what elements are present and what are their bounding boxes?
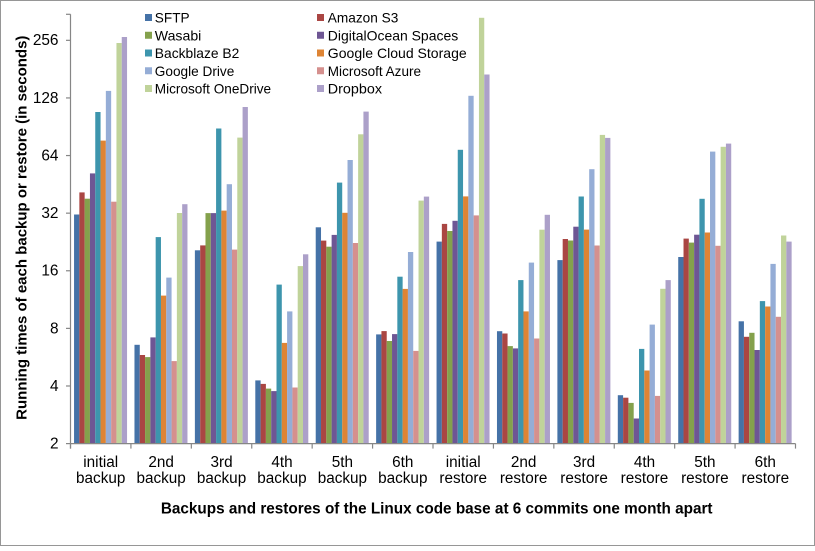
svg-text:backup: backup bbox=[197, 470, 246, 487]
svg-text:128: 128 bbox=[33, 90, 59, 107]
svg-text:Microsoft Azure: Microsoft Azure bbox=[328, 63, 421, 79]
svg-text:Dropbox: Dropbox bbox=[328, 81, 382, 97]
svg-text:6th: 6th bbox=[755, 454, 776, 471]
svg-text:2: 2 bbox=[50, 436, 59, 453]
svg-text:4th: 4th bbox=[271, 454, 292, 471]
svg-text:5th: 5th bbox=[332, 454, 353, 471]
svg-text:backup: backup bbox=[378, 470, 427, 487]
svg-text:64: 64 bbox=[41, 147, 59, 164]
svg-text:backup: backup bbox=[257, 470, 306, 487]
svg-text:restore: restore bbox=[681, 470, 729, 487]
svg-text:4th: 4th bbox=[634, 454, 655, 471]
svg-text:backup: backup bbox=[318, 470, 367, 487]
svg-text:3rd: 3rd bbox=[573, 454, 595, 471]
svg-text:restore: restore bbox=[500, 470, 548, 487]
svg-text:backup: backup bbox=[76, 470, 125, 487]
svg-text:SFTP: SFTP bbox=[155, 10, 190, 26]
svg-text:3rd: 3rd bbox=[210, 454, 232, 471]
svg-text:initial: initial bbox=[83, 454, 118, 471]
svg-text:8: 8 bbox=[50, 320, 59, 337]
svg-text:Running times of each backup o: Running times of each backup or restore … bbox=[14, 36, 31, 420]
svg-text:restore: restore bbox=[621, 470, 669, 487]
svg-text:backup: backup bbox=[136, 470, 185, 487]
svg-text:initial: initial bbox=[446, 454, 481, 471]
svg-text:2nd: 2nd bbox=[148, 454, 174, 471]
svg-text:Microsoft OneDrive: Microsoft OneDrive bbox=[155, 81, 272, 97]
svg-text:6th: 6th bbox=[392, 454, 413, 471]
svg-text:Backblaze B2: Backblaze B2 bbox=[155, 45, 240, 61]
svg-text:Backups and restores of the Li: Backups and restores of the Linux code b… bbox=[161, 500, 713, 517]
svg-text:4: 4 bbox=[50, 378, 59, 395]
svg-text:restore: restore bbox=[560, 470, 608, 487]
svg-text:Google Drive: Google Drive bbox=[155, 63, 235, 79]
svg-text:restore: restore bbox=[741, 470, 789, 487]
svg-text:restore: restore bbox=[439, 470, 487, 487]
svg-text:Amazon S3: Amazon S3 bbox=[328, 10, 399, 26]
svg-text:16: 16 bbox=[41, 263, 58, 280]
svg-text:2nd: 2nd bbox=[511, 454, 537, 471]
svg-text:5th: 5th bbox=[694, 454, 715, 471]
svg-text:DigitalOcean Spaces: DigitalOcean Spaces bbox=[328, 27, 458, 43]
svg-text:256: 256 bbox=[33, 32, 59, 49]
svg-text:32: 32 bbox=[41, 205, 58, 222]
svg-text:Wasabi: Wasabi bbox=[155, 27, 202, 43]
svg-text:Google Cloud Storage: Google Cloud Storage bbox=[328, 45, 467, 61]
